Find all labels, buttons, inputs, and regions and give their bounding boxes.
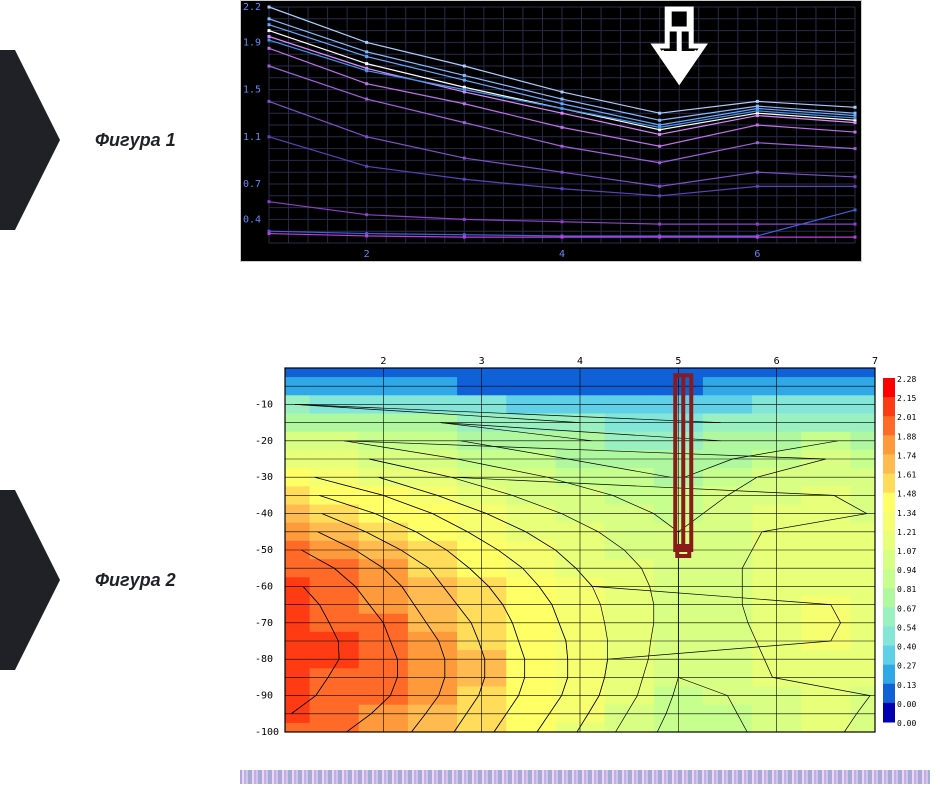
svg-text:0.00: 0.00 <box>897 700 916 709</box>
svg-text:4: 4 <box>577 356 583 367</box>
svg-text:3: 3 <box>479 356 485 367</box>
svg-text:1.34: 1.34 <box>897 509 916 518</box>
svg-text:0.13: 0.13 <box>897 681 916 690</box>
svg-text:-20: -20 <box>255 436 273 447</box>
svg-text:1.88: 1.88 <box>897 432 916 441</box>
svg-text:0.81: 0.81 <box>897 585 916 594</box>
svg-text:0.67: 0.67 <box>897 604 916 613</box>
svg-text:0.00: 0.00 <box>897 719 916 728</box>
chevron-marker-2 <box>0 490 60 670</box>
svg-text:-70: -70 <box>255 618 273 629</box>
svg-text:1.07: 1.07 <box>897 547 916 556</box>
svg-text:1.48: 1.48 <box>897 490 916 499</box>
svg-text:0.54: 0.54 <box>897 623 916 632</box>
svg-text:2.2: 2.2 <box>243 2 261 13</box>
svg-text:2.28: 2.28 <box>897 375 916 384</box>
svg-text:1.21: 1.21 <box>897 528 916 537</box>
noise-strip <box>240 770 930 784</box>
svg-text:7: 7 <box>872 356 878 367</box>
figure2-label: Фигура 2 <box>95 570 176 591</box>
svg-text:-100: -100 <box>255 727 279 738</box>
svg-text:1.5: 1.5 <box>243 85 261 96</box>
svg-text:0.7: 0.7 <box>243 179 261 190</box>
svg-text:-80: -80 <box>255 654 273 665</box>
svg-text:0.27: 0.27 <box>897 662 916 671</box>
svg-text:0.40: 0.40 <box>897 643 916 652</box>
svg-text:-50: -50 <box>255 545 273 556</box>
svg-text:6: 6 <box>754 249 760 260</box>
svg-text:1.74: 1.74 <box>897 451 916 460</box>
figure1-label: Фигура 1 <box>95 130 176 151</box>
svg-text:1.61: 1.61 <box>897 471 916 480</box>
svg-text:-10: -10 <box>255 399 273 410</box>
svg-text:0.4: 0.4 <box>243 214 261 225</box>
svg-text:-30: -30 <box>255 472 273 483</box>
svg-text:2: 2 <box>380 356 386 367</box>
svg-text:1.1: 1.1 <box>243 132 261 143</box>
svg-text:6: 6 <box>774 356 780 367</box>
svg-text:-40: -40 <box>255 509 273 520</box>
svg-text:0.94: 0.94 <box>897 566 916 575</box>
chevron-marker-1 <box>0 50 60 230</box>
svg-text:2: 2 <box>364 249 370 260</box>
svg-text:2.15: 2.15 <box>897 394 916 403</box>
svg-text:1.9: 1.9 <box>243 37 261 48</box>
svg-text:-90: -90 <box>255 691 273 702</box>
svg-text:4: 4 <box>559 249 565 260</box>
svg-text:2.01: 2.01 <box>897 413 916 422</box>
heatmap-chart: 2 3 4 5 6 7 -10 -20 -30 -40 -50 -60 -70 -80 -90 -100 2.… <box>240 350 930 740</box>
svg-text:5: 5 <box>675 356 681 367</box>
svg-text:-60: -60 <box>255 581 273 592</box>
line-chart: 0.4 0.7 1.1 1.5 1.9 2.2 2 4 6 <box>240 0 862 262</box>
